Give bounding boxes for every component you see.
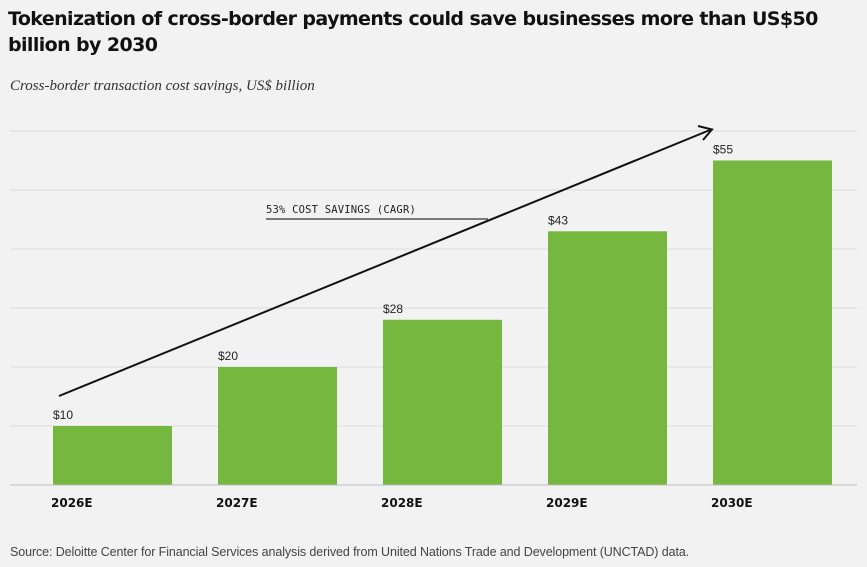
value-label: $55 <box>713 143 733 157</box>
x-tick-label: 2027E <box>216 496 258 510</box>
bar-2030E <box>713 160 832 485</box>
x-tick-label: 2030E <box>711 496 753 510</box>
bar-2027E <box>218 367 337 485</box>
trend-arrow-line <box>58 129 711 397</box>
chart-title: Tokenization of cross-border payments co… <box>8 8 818 56</box>
bar-2026E <box>53 426 172 485</box>
x-tick-labels: 2026E 2027E 2028E 2029E 2030E <box>51 496 753 510</box>
bar-chart: $10 $20 $28 $43 $55 2026E 2027E 2028E 2029E 2030… <box>10 125 857 510</box>
bars <box>53 160 832 485</box>
value-label: $28 <box>383 302 403 316</box>
bar-2029E <box>548 231 667 485</box>
value-label: $20 <box>218 349 238 363</box>
bar-2028E <box>383 319 502 485</box>
x-tick-label: 2026E <box>51 496 93 510</box>
x-tick-label: 2029E <box>546 496 588 510</box>
trend-arrow-head <box>697 125 714 141</box>
value-labels: $10 $20 $28 $43 $55 <box>53 143 733 423</box>
trend-arrow <box>58 125 714 397</box>
cagr-label: 53% COST SAVINGS (CAGR) <box>266 204 416 216</box>
cagr-annotation: 53% COST SAVINGS (CAGR) <box>266 204 488 220</box>
value-label: $10 <box>53 408 73 422</box>
x-tick-label: 2028E <box>381 496 423 510</box>
value-label: $43 <box>548 213 568 227</box>
source-note: Source: Deloitte Center for Financial Se… <box>10 545 690 559</box>
chart-subtitle: Cross-border transaction cost savings, U… <box>10 78 315 94</box>
